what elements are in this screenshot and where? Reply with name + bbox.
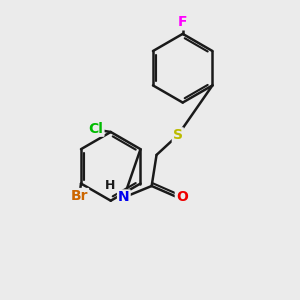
Text: H: H [105,178,115,191]
Text: N: N [118,190,130,204]
Text: O: O [176,190,188,204]
Text: Cl: Cl [88,122,104,136]
Text: F: F [178,15,188,29]
Text: Br: Br [70,189,88,203]
Text: S: S [173,128,183,142]
